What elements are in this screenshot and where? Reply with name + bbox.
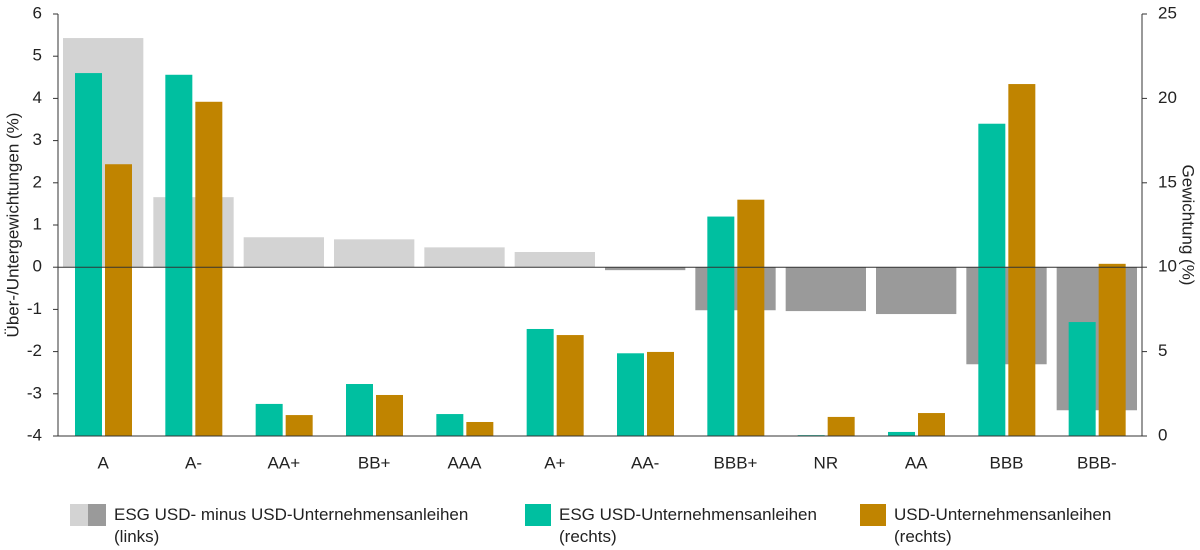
x-tick-label: A+ [544, 453, 565, 472]
x-tick-label: NR [814, 453, 839, 472]
y2-tick-label: 10 [1158, 257, 1177, 276]
bar [436, 414, 464, 436]
x-tick-label: BBB [989, 453, 1023, 472]
x-tick-label: BB+ [358, 453, 391, 472]
bar [978, 123, 1006, 436]
x-tick-label: AA- [631, 453, 659, 472]
bar [526, 328, 554, 436]
bar [195, 101, 223, 436]
y2-axis-title: Gewichtung (%) [1179, 165, 1198, 286]
bar [1008, 84, 1036, 436]
y-tick-label: -3 [27, 383, 42, 402]
bar [334, 239, 415, 268]
legend-label: ESG USD-Unternehmensanleihen (rechts) [559, 505, 817, 546]
y-tick-label: 5 [33, 46, 42, 65]
x-tick-label: A [97, 453, 109, 472]
y-tick-label: 1 [33, 214, 42, 233]
legend-label: ESG USD- minus USD-Unternehmensanleihen … [114, 505, 469, 546]
bar [647, 351, 674, 436]
legend-swatch [525, 504, 551, 526]
y-tick-label: -2 [27, 341, 42, 360]
bar [1098, 263, 1126, 436]
bar [888, 431, 915, 436]
legend-label: USD-Unternehmensanleihen (rechts) [894, 505, 1112, 546]
bar [376, 394, 403, 436]
x-tick-label: AA [905, 453, 928, 472]
legend-item: USD-Unternehmensanleihen (rechts) [860, 504, 1111, 548]
y2-tick-label: 5 [1158, 341, 1167, 360]
y2-tick-label: 15 [1158, 172, 1177, 191]
bar [827, 416, 855, 436]
bar [75, 73, 102, 436]
legend-item: ESG USD- minus USD-Unternehmensanleihen … [70, 504, 468, 548]
bar [514, 252, 595, 268]
y-tick-label: -1 [27, 299, 42, 318]
bar [918, 413, 945, 436]
chart: Über-/Untergewichtungen (%) Gewichtung (… [3, 3, 1198, 472]
x-tick-label: AAA [447, 453, 482, 472]
bar [707, 216, 735, 436]
y-tick-label: 3 [33, 130, 42, 149]
y-axis-title: Über-/Untergewichtungen (%) [3, 113, 22, 338]
y-tick-label: -4 [27, 425, 42, 444]
legend-item: ESG USD-Unternehmensanleihen (rechts) [525, 504, 817, 548]
bar [466, 421, 494, 436]
bar [165, 74, 193, 436]
bar [255, 403, 283, 436]
y2-tick-label: 25 [1158, 3, 1177, 22]
x-tick-label: A- [185, 453, 202, 472]
y-tick-label: 4 [33, 88, 42, 107]
legend-swatch [70, 504, 88, 526]
y-tick-label: 0 [33, 257, 42, 276]
legend-swatch [88, 504, 106, 526]
bar [605, 267, 686, 271]
bar [285, 415, 313, 436]
bar [424, 247, 505, 268]
bar [1068, 322, 1096, 436]
bar [556, 335, 584, 436]
x-tick-label: BBB+ [714, 453, 758, 472]
x-tick-label: AA+ [268, 453, 301, 472]
bar [785, 267, 866, 312]
y2-tick-label: 20 [1158, 88, 1177, 107]
bar [737, 199, 765, 436]
bar [346, 384, 373, 436]
legend-swatch [860, 504, 886, 526]
bar [243, 237, 324, 268]
bar [876, 267, 957, 315]
y2-tick-label: 0 [1158, 425, 1167, 444]
y-tick-label: 6 [33, 3, 42, 22]
y-tick-label: 2 [33, 172, 42, 191]
x-tick-label: BBB- [1077, 453, 1117, 472]
bar [105, 164, 132, 436]
bar [617, 353, 644, 436]
